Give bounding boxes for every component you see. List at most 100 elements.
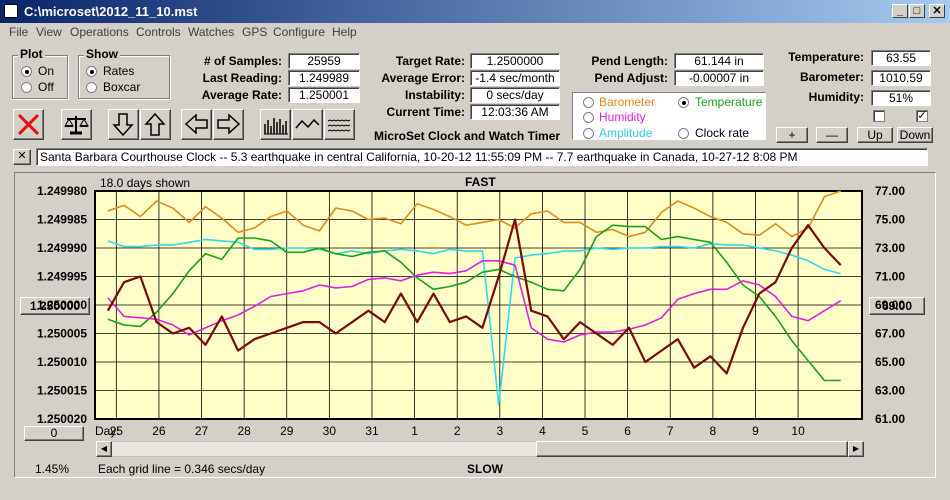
arrow-right-icon [217, 113, 241, 135]
day-tick-label: 30 [323, 424, 337, 438]
humidity-radio[interactable] [583, 112, 594, 123]
barometer-reading-label: Barometer: [799, 70, 864, 84]
menu-bar: File View Operations Controls Watches GP… [0, 23, 950, 42]
left-tick-label: 1.250000 [37, 298, 87, 312]
minimize-button[interactable]: _ [892, 4, 908, 18]
average-error-field: -1.4 sec/month [470, 70, 560, 86]
day-tick-label: 3 [496, 424, 503, 438]
clockrate-radio[interactable] [678, 128, 689, 139]
show-boxcar-radio[interactable] [86, 82, 97, 93]
arrow-down-button[interactable] [108, 109, 139, 140]
scroll-thumb[interactable] [536, 441, 848, 457]
menu-operations[interactable]: Operations [70, 25, 129, 39]
current-time-label: Current Time: [386, 105, 465, 119]
title-bar: C:\microset\2012_11_10.mst _ □ ✕ [0, 0, 950, 23]
target-rate-field[interactable]: 1.2500000 [470, 53, 560, 69]
show-rates-radio[interactable] [86, 66, 97, 77]
window-title: C:\microset\2012_11_10.mst [24, 4, 198, 19]
plot-off-label: Off [38, 80, 54, 94]
right-tick-label: 61.00 [875, 412, 905, 426]
histogram-icon [264, 118, 288, 135]
day-tick-label: 10 [791, 424, 805, 438]
left-tick-label: 1.249990 [37, 241, 87, 255]
option-checkbox-1[interactable] [873, 110, 885, 122]
day-tick-label: 31 [365, 424, 379, 438]
minus-button[interactable]: — [816, 127, 848, 143]
menu-watches[interactable]: Watches [188, 25, 235, 39]
down-button[interactable]: Down [897, 127, 933, 143]
left-tick-label: 1.250010 [37, 355, 87, 369]
plot-on-radio[interactable] [21, 66, 32, 77]
show-group-label: Show [84, 47, 120, 61]
day-tick-label: 8 [710, 424, 717, 438]
left-tick-label: 1.249980 [37, 184, 87, 198]
right-tick-label: 69.00 [875, 298, 905, 312]
barometer-text: Barometer [599, 95, 656, 109]
target-rate-label: Target Rate: [395, 54, 465, 68]
average-rate-field: 1.250001 [288, 87, 360, 103]
clear-notes-button[interactable]: ✕ [13, 149, 31, 165]
offset-field[interactable]: 0 [24, 426, 84, 441]
menu-controls[interactable]: Controls [136, 25, 181, 39]
day-tick-label: 2 [454, 424, 461, 438]
right-tick-label: 73.00 [875, 241, 905, 255]
instability-field: 0 secs/day [470, 87, 560, 103]
temperature-radio[interactable] [678, 97, 689, 108]
menu-view[interactable]: View [36, 25, 62, 39]
chart-panel [14, 172, 936, 478]
arrow-up-icon [144, 112, 166, 136]
scroll-right-button[interactable]: ▶ [848, 441, 864, 457]
series-selector [572, 92, 766, 140]
notes-field[interactable]: Santa Barbara Courthouse Clock -- 5.3 ea… [36, 148, 928, 166]
arrow-down-icon [112, 113, 134, 137]
show-group [78, 55, 170, 99]
histogram-button[interactable] [260, 109, 291, 140]
amplitude-radio[interactable] [583, 128, 594, 139]
amplitude-series-line [107, 238, 841, 406]
amplitude-text: Amplitude [599, 126, 653, 140]
plot-on-label: On [38, 64, 55, 78]
noise-icon [327, 119, 351, 132]
temperature-series-line [107, 224, 841, 382]
menu-gps[interactable]: GPS [242, 25, 268, 39]
left-level-marker[interactable]: 1.250000 [20, 297, 90, 315]
up-button[interactable]: Up [857, 127, 893, 143]
day-tick-label: 5 [582, 424, 589, 438]
scroll-left-button[interactable]: ◀ [96, 441, 112, 457]
maximize-button[interactable]: □ [909, 4, 925, 18]
option-checkbox-2[interactable]: ✓ [916, 110, 928, 122]
arrow-up-button[interactable] [140, 109, 171, 140]
noise-wave-button[interactable] [324, 109, 355, 140]
show-boxcar-label: Boxcar [103, 80, 141, 94]
scale-icon [64, 116, 89, 135]
plot-group-label: Plot [18, 47, 45, 61]
app-title-label: MicroSet Clock and Watch Timer [374, 129, 561, 143]
day-axis-label: Day: [95, 424, 120, 438]
clear-button[interactable] [13, 109, 44, 140]
barometer-radio[interactable] [583, 97, 594, 108]
pend-adjust-field: -0.00007 in [674, 70, 764, 86]
day-tick-label: 9 [752, 424, 759, 438]
menu-configure[interactable]: Configure [273, 25, 326, 39]
balance-button[interactable] [61, 109, 92, 140]
plus-button[interactable]: + [776, 127, 808, 143]
percent-label: 1.45% [35, 462, 70, 476]
day-tick-label: 26 [152, 424, 166, 438]
plot-off-radio[interactable] [21, 82, 32, 93]
day-tick-label: 1 [411, 424, 418, 438]
smooth-wave-button[interactable] [292, 109, 323, 140]
rate-series-line [106, 218, 842, 375]
close-window-button[interactable]: ✕ [929, 4, 945, 18]
day-tick-label: 25 [110, 424, 124, 438]
left-tick-label: 1.249985 [37, 213, 87, 227]
menu-file[interactable]: File [9, 25, 29, 39]
right-tick-label: 65.00 [875, 355, 905, 369]
right-tick-label: 67.00 [875, 327, 905, 341]
pend-length-field[interactable]: 61.144 in [674, 53, 764, 69]
temperature-reading-field: 63.55 [871, 50, 931, 66]
humidity-series-line [107, 259, 842, 343]
menu-help[interactable]: Help [332, 25, 357, 39]
arrow-right-button[interactable] [213, 109, 244, 140]
arrow-left-button[interactable] [181, 109, 212, 140]
right-level-marker[interactable]: 69.00 [869, 297, 925, 315]
